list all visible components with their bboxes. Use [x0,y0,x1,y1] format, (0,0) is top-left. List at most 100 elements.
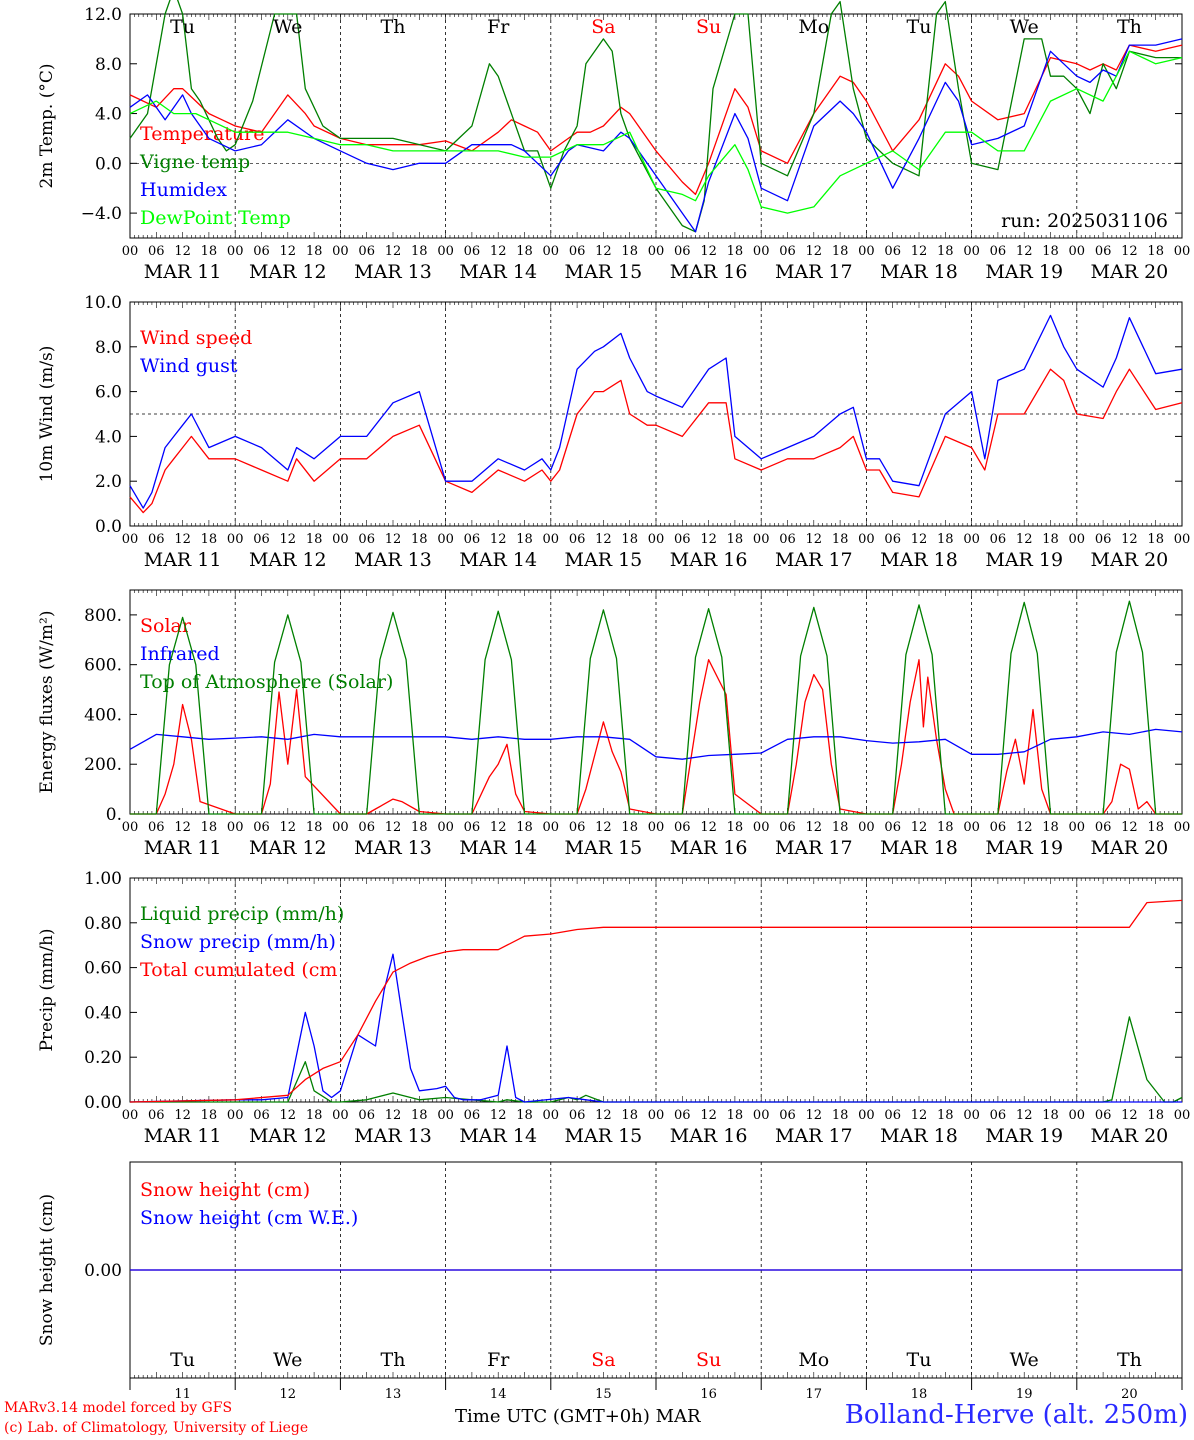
panel2-hour-tick-label: 06 [990,532,1007,547]
panel2-hour-tick-label: 06 [884,532,901,547]
panel4-date-label: MAR 12 [249,1125,327,1147]
model-credit: MARv3.14 model forced by GFS [4,1400,233,1416]
panel4-hour-tick-label: 18 [937,1108,954,1123]
panel4-hour-tick-label: 18 [306,1108,323,1123]
panel2-hour-tick-label: 00 [543,532,560,547]
panel3-hour-tick-label: 18 [1147,820,1164,835]
panel2-y-tick-label: 0.0 [95,517,122,537]
panel3-y-tick-label: 200. [84,755,122,775]
panel3-hour-tick-label: 00 [332,820,349,835]
panel1-date-label: MAR 14 [459,261,537,283]
panel2-date-label: MAR 16 [670,549,748,571]
panel3-series-top-of-atmosphere-solar [130,600,1182,815]
panel4-series-snow-precip-mm-h [129,953,1182,1103]
panel4-hour-tick-label: 00 [648,1108,665,1123]
panel1-series-dewpoint-temp [129,50,1183,214]
panel3-hour-tick-label: 06 [990,820,1007,835]
panel1-hour-tick-label: 06 [674,244,691,259]
panel1-hour-tick-label: 18 [1042,244,1059,259]
panel4-hour-tick-label: 18 [1042,1108,1059,1123]
panel4-y-tick-label: 0.80 [84,914,122,934]
panel1-hour-tick-label: 06 [569,244,586,259]
day-number-label: 11 [174,1387,191,1402]
panel4-legend-entry: Liquid precip (mm/h) [140,903,344,925]
panel2-legend-entry: Wind gust [140,355,238,377]
panel1-hour-tick-label: 00 [753,244,770,259]
panel4-hour-tick-label: 06 [884,1108,901,1123]
panel4-date-label: MAR 18 [880,1125,958,1147]
panel2-hour-tick-label: 00 [1069,532,1086,547]
x-axis-title: Time UTC (GMT+0h) MAR [455,1406,701,1427]
panel2-hour-tick-label: 12 [1016,532,1033,547]
panel3-hour-tick-label: 18 [306,820,323,835]
panel4-y-tick-label: 0.00 [84,1093,122,1113]
panel1-hour-tick-label: 12 [174,244,191,259]
weekday-label-top: Su [696,16,721,38]
panel3-hour-tick-label: 00 [1069,820,1086,835]
day-number-label: 14 [490,1387,507,1402]
panel3-hour-tick-label: 12 [280,820,297,835]
panel2-hour-tick-label: 00 [963,532,980,547]
panel1-hour-tick-label: 00 [122,244,139,259]
panel4-hour-tick-label: 00 [332,1108,349,1123]
panel3-date-label: MAR 18 [880,837,958,859]
panel3-hour-tick-label: 00 [648,820,665,835]
weekday-label-top: Mo [798,16,829,38]
panel3-legend-entry: Solar [140,615,192,637]
panel1-hour-tick-label: 00 [332,244,349,259]
panel2-hour-tick-label: 00 [1174,532,1191,547]
panel1-date-label: MAR 13 [354,261,432,283]
panel2-hour-tick-label: 12 [911,532,928,547]
panel3-hour-tick-label: 00 [1174,820,1191,835]
panel3-hour-tick-label: 00 [437,820,454,835]
panel1-hour-tick-label: 18 [1147,244,1164,259]
panel4-hour-tick-label: 18 [832,1108,849,1123]
panel2-y-tick-label: 2.0 [95,472,122,492]
panel2-y-tick-label: 10.0 [84,293,122,313]
panel4-hour-tick-label: 18 [1147,1108,1164,1123]
panel2-hour-tick-label: 06 [1095,532,1112,547]
panel1-y-axis-label: 2m Temp. (°C) [37,63,57,188]
panel1-legend-entry: Humidex [140,179,227,201]
panel3-hour-tick-label: 00 [858,820,875,835]
panel4-hour-tick-label: 00 [543,1108,560,1123]
panel1-legend-entry: Temperature [140,123,264,145]
panel3-date-label: MAR 12 [249,837,327,859]
panel3-date-label: MAR 15 [565,837,643,859]
lab-credit: (c) Lab. of Climatology, University of L… [4,1420,309,1436]
panel4-legend-entry: Total cumulated (cm [140,959,337,981]
panel2-date-label: MAR 18 [880,549,958,571]
panel3-hour-tick-label: 06 [569,820,586,835]
panel4-date-label: MAR 19 [985,1125,1063,1147]
panel4-hour-tick-label: 12 [595,1108,612,1123]
panel2-legend-entry: Wind speed [140,327,252,349]
panel1-date-label: MAR 11 [144,261,222,283]
panel3-hour-tick-label: 00 [753,820,770,835]
panel1-hour-tick-label: 06 [358,244,375,259]
panel2-hour-tick-label: 06 [674,532,691,547]
panel2-hour-tick-label: 12 [385,532,402,547]
panel3-hour-tick-label: 18 [411,820,428,835]
panel4-hour-tick-label: 00 [753,1108,770,1123]
panel1-y-tick-label: −4.0 [81,204,122,224]
weekday-label-bottom: Th [381,1349,406,1371]
panel3-series-infrared [129,728,1183,760]
panel1-hour-tick-label: 12 [700,244,717,259]
panel2-hour-tick-label: 12 [1121,532,1138,547]
panel4-hour-tick-label: 12 [174,1108,191,1123]
weekday-label-top: Fr [487,16,510,38]
day-number-label: 12 [280,1387,297,1402]
panel4-hour-tick-label: 06 [1095,1108,1112,1123]
panel5-y-axis-label: Snow height (cm) [37,1194,57,1346]
panel3-hour-tick-label: 18 [201,820,218,835]
day-number-label: 17 [806,1387,823,1402]
weekday-label-bottom: Sa [591,1349,615,1371]
panel4-hour-tick-label: 12 [280,1108,297,1123]
panel1-date-label: MAR 16 [670,261,748,283]
panel1-hour-tick-label: 00 [1069,244,1086,259]
panel2-hour-tick-label: 00 [753,532,770,547]
panel1-y-tick-label: 8.0 [95,55,122,75]
panel3-hour-tick-label: 12 [385,820,402,835]
panel4-hour-tick-label: 12 [806,1108,823,1123]
panel1-hour-tick-label: 00 [543,244,560,259]
